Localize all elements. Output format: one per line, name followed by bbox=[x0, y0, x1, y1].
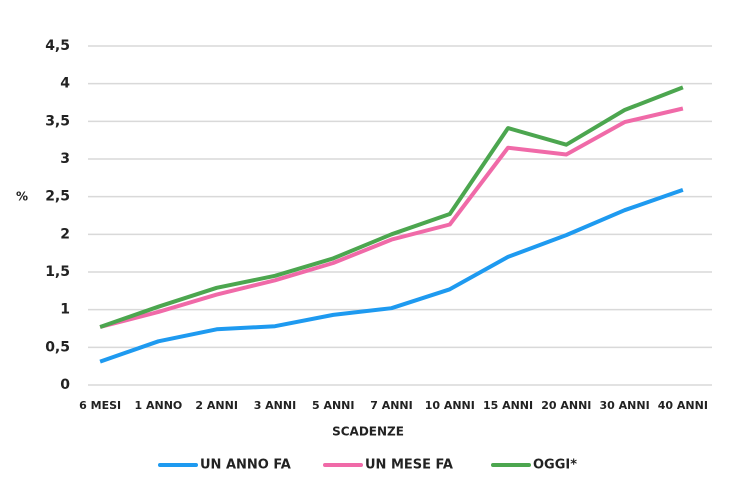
y-tick-label: 4 bbox=[60, 76, 70, 92]
y-tick-label: 3,5 bbox=[45, 113, 70, 129]
legend-label: UN ANNO FA bbox=[200, 458, 291, 473]
x-axis-label: SCADENZE bbox=[332, 425, 404, 439]
y-tick-label: 1 bbox=[60, 302, 70, 318]
x-tick-label: 40 ANNI bbox=[658, 399, 708, 412]
x-tick-label: 30 ANNI bbox=[600, 399, 650, 412]
x-tick-label: 5 ANNI bbox=[312, 399, 355, 412]
legend-label: OGGI* bbox=[533, 458, 577, 473]
x-tick-label: 7 ANNI bbox=[370, 399, 413, 412]
y-tick-label: 0 bbox=[60, 377, 70, 393]
x-tick-label: 2 ANNI bbox=[195, 399, 238, 412]
x-tick-label: 10 ANNI bbox=[425, 399, 475, 412]
y-tick-label: 2 bbox=[60, 226, 70, 242]
line-series bbox=[99, 188, 684, 364]
x-tick-label: 1 ANNO bbox=[135, 399, 183, 412]
y-tick-label: 3 bbox=[60, 151, 70, 167]
y-tick-label: 0,5 bbox=[45, 339, 70, 355]
y-tick-label: 4,5 bbox=[45, 38, 70, 54]
y-tick-label: 1,5 bbox=[45, 264, 70, 280]
legend-label: UN MESE FA bbox=[365, 458, 453, 473]
y-axis-label: % bbox=[16, 190, 28, 204]
y-tick-label: 2,5 bbox=[45, 189, 70, 205]
x-tick-label: 6 MESI bbox=[79, 399, 121, 412]
line-series bbox=[99, 85, 684, 329]
x-tick-label: 3 ANNI bbox=[254, 399, 297, 412]
line-series bbox=[99, 106, 684, 329]
x-tick-label: 15 ANNI bbox=[483, 399, 533, 412]
x-tick-label: 20 ANNI bbox=[541, 399, 591, 412]
